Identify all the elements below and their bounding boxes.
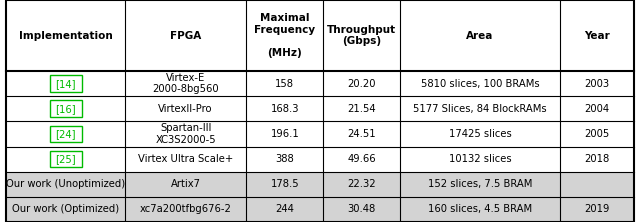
- Text: [24]: [24]: [55, 129, 76, 139]
- Text: 5177 Slices, 84 BlockRAMs: 5177 Slices, 84 BlockRAMs: [413, 104, 547, 114]
- Text: 388: 388: [275, 154, 294, 164]
- Bar: [6, 71, 634, 96]
- Text: 2005: 2005: [584, 129, 609, 139]
- Bar: [6, 197, 634, 222]
- Text: 5810 slices, 100 BRAMs: 5810 slices, 100 BRAMs: [420, 79, 540, 89]
- Text: Area: Area: [467, 30, 493, 41]
- Text: FPGA: FPGA: [170, 30, 201, 41]
- Bar: [6, 121, 634, 147]
- Text: 152 slices, 7.5 BRAM: 152 slices, 7.5 BRAM: [428, 179, 532, 189]
- Text: [16]: [16]: [55, 104, 76, 114]
- Text: 2019: 2019: [584, 204, 609, 214]
- Text: 24.51: 24.51: [348, 129, 376, 139]
- Text: Our work (Optimized): Our work (Optimized): [12, 204, 119, 214]
- Text: 158: 158: [275, 79, 294, 89]
- Text: 2003: 2003: [584, 79, 609, 89]
- Text: Virtex-E
2000-8bg560: Virtex-E 2000-8bg560: [152, 73, 219, 94]
- Bar: [6, 147, 634, 172]
- Text: 168.3: 168.3: [271, 104, 299, 114]
- Bar: [50, 126, 82, 142]
- Text: Year: Year: [584, 30, 610, 41]
- Text: 10132 slices: 10132 slices: [449, 154, 511, 164]
- Text: Our work (Unoptimized): Our work (Unoptimized): [6, 179, 125, 189]
- Text: 160 slices, 4.5 BRAM: 160 slices, 4.5 BRAM: [428, 204, 532, 214]
- Bar: [6, 172, 634, 197]
- Text: Throughput
(Gbps): Throughput (Gbps): [327, 25, 396, 46]
- Text: VirtexII-Pro: VirtexII-Pro: [158, 104, 213, 114]
- Text: [25]: [25]: [55, 154, 76, 164]
- Text: 49.66: 49.66: [348, 154, 376, 164]
- Text: Spartan-III
XC3S2000-5: Spartan-III XC3S2000-5: [156, 123, 216, 145]
- Text: Artix7: Artix7: [171, 179, 200, 189]
- Text: Virtex Ultra Scale+: Virtex Ultra Scale+: [138, 154, 233, 164]
- Text: 17425 slices: 17425 slices: [449, 129, 511, 139]
- Text: 2004: 2004: [584, 104, 609, 114]
- Text: 22.32: 22.32: [348, 179, 376, 189]
- Text: [14]: [14]: [55, 79, 76, 89]
- Text: 244: 244: [275, 204, 294, 214]
- Bar: [50, 75, 82, 92]
- Text: 20.20: 20.20: [348, 79, 376, 89]
- Text: 21.54: 21.54: [348, 104, 376, 114]
- Bar: [50, 100, 82, 117]
- Text: 30.48: 30.48: [348, 204, 376, 214]
- Text: Maximal
Frequency

(MHz): Maximal Frequency (MHz): [254, 13, 316, 58]
- Bar: [50, 151, 82, 167]
- Bar: [6, 96, 634, 121]
- Text: 2018: 2018: [584, 154, 609, 164]
- Text: Implementation: Implementation: [19, 30, 113, 41]
- Text: 178.5: 178.5: [271, 179, 299, 189]
- Text: xc7a200tfbg676-2: xc7a200tfbg676-2: [140, 204, 232, 214]
- Text: 196.1: 196.1: [271, 129, 299, 139]
